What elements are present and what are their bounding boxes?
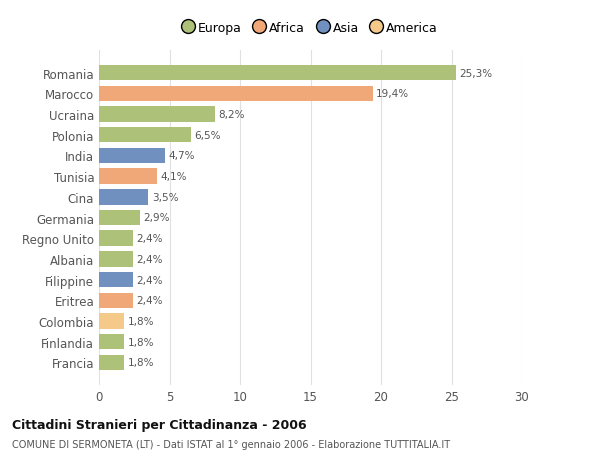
Text: 25,3%: 25,3% xyxy=(459,68,493,78)
Text: 2,4%: 2,4% xyxy=(136,234,163,244)
Bar xyxy=(99,313,124,329)
Bar xyxy=(99,293,133,308)
Bar xyxy=(99,210,140,226)
Bar xyxy=(99,128,191,143)
Bar xyxy=(99,355,124,370)
Text: Cittadini Stranieri per Cittadinanza - 2006: Cittadini Stranieri per Cittadinanza - 2… xyxy=(12,418,307,431)
Text: 2,9%: 2,9% xyxy=(143,213,170,223)
Text: 1,8%: 1,8% xyxy=(128,358,154,368)
Text: 2,4%: 2,4% xyxy=(136,296,163,306)
Bar xyxy=(99,86,373,102)
Legend: Europa, Africa, Asia, America: Europa, Africa, Asia, America xyxy=(178,17,443,39)
Bar xyxy=(99,272,133,288)
Bar xyxy=(99,334,124,350)
Text: 19,4%: 19,4% xyxy=(376,89,409,99)
Text: COMUNE DI SERMONETA (LT) - Dati ISTAT al 1° gennaio 2006 - Elaborazione TUTTITAL: COMUNE DI SERMONETA (LT) - Dati ISTAT al… xyxy=(12,440,450,449)
Text: 1,8%: 1,8% xyxy=(128,337,154,347)
Text: 1,8%: 1,8% xyxy=(128,316,154,326)
Text: 4,7%: 4,7% xyxy=(169,151,195,161)
Text: 3,5%: 3,5% xyxy=(152,192,178,202)
Text: 2,4%: 2,4% xyxy=(136,275,163,285)
Bar xyxy=(99,169,157,185)
Text: 6,5%: 6,5% xyxy=(194,130,221,140)
Bar xyxy=(99,231,133,246)
Text: 2,4%: 2,4% xyxy=(136,254,163,264)
Bar xyxy=(99,66,456,81)
Text: 8,2%: 8,2% xyxy=(218,110,245,120)
Text: 4,1%: 4,1% xyxy=(160,172,187,182)
Bar xyxy=(99,148,165,164)
Bar xyxy=(99,190,148,205)
Bar xyxy=(99,107,215,123)
Bar xyxy=(99,252,133,267)
